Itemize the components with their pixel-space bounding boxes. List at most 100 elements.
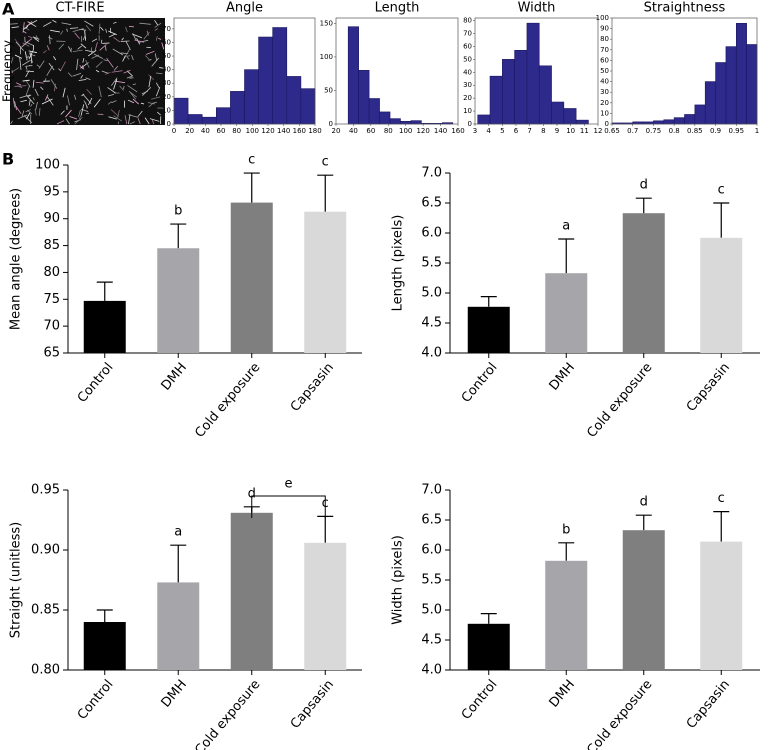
y-tick-label: 4.5 (421, 316, 442, 331)
significance-label: c (322, 155, 329, 170)
fiber (161, 42, 165, 50)
fiber (80, 74, 84, 79)
fiber (124, 115, 128, 125)
y-tick-label: 40 (162, 66, 171, 74)
fiber (120, 40, 130, 42)
fiber (80, 43, 87, 49)
fiber (93, 53, 104, 60)
fiber (22, 38, 33, 46)
histogram-bar (489, 75, 503, 125)
fiber (25, 70, 34, 73)
fiber (46, 95, 54, 106)
fiber (26, 95, 35, 105)
fiber (59, 61, 66, 72)
fiber (148, 103, 154, 108)
fiber (60, 110, 65, 115)
y-tick-label: 150 (320, 19, 333, 27)
fiber (40, 86, 44, 90)
bar (157, 582, 200, 670)
fiber (151, 96, 161, 100)
x-tick-label: 0.8 (669, 127, 680, 135)
fiber (143, 31, 150, 40)
fiber (74, 116, 83, 125)
histogram-bar (187, 114, 203, 125)
fiber (148, 75, 152, 88)
fiber (155, 82, 160, 89)
fiber (134, 39, 145, 43)
fiber (67, 95, 70, 106)
fiber (24, 41, 34, 46)
fiber (52, 19, 57, 23)
y-tick-label: 80 (463, 17, 472, 25)
x-tick-label: 3 (473, 127, 477, 135)
x-tick-label: 60 (366, 127, 375, 135)
y-tick-label: 20 (463, 94, 472, 102)
fiber (125, 26, 128, 33)
fiber (121, 37, 124, 41)
y-axis-label: Frequency (1, 40, 15, 102)
histogram-bar (575, 119, 589, 125)
error-bar (317, 515, 334, 543)
fiber (148, 59, 152, 61)
y-tick-label: 6.5 (421, 513, 442, 528)
fiber (46, 65, 54, 76)
fiber (123, 69, 131, 74)
y-tick-label: 70 (43, 319, 60, 334)
fiber (15, 41, 24, 51)
fiber (48, 62, 55, 71)
fiber (113, 37, 121, 43)
fiber (114, 80, 126, 84)
fiber (68, 46, 72, 53)
y-tick-label: 40 (463, 68, 472, 76)
bar (622, 530, 665, 670)
fiber (66, 28, 68, 32)
y-tick-label: 5.5 (421, 573, 442, 588)
x-tick-label: Cold exposure (584, 677, 655, 750)
fiber (65, 109, 72, 118)
fiber (35, 35, 39, 40)
significance-label: c (718, 491, 725, 506)
histogram-bar (715, 62, 727, 125)
fiber (44, 94, 49, 101)
error-bar (480, 613, 497, 624)
fiber (111, 77, 118, 86)
bar (545, 560, 588, 670)
significance-label: a (174, 525, 182, 540)
x-tick-label: Capsasin (684, 360, 733, 415)
x-tick-label: Control (459, 677, 501, 723)
x-tick-label: DMH (547, 677, 578, 710)
x-tick-label: Cold exposure (584, 360, 655, 441)
y-tick-label: 4.5 (421, 633, 442, 648)
fiber (138, 39, 149, 43)
fiber (99, 44, 107, 51)
fiber (74, 94, 77, 100)
fiber (132, 33, 137, 40)
fiber (53, 56, 57, 61)
fiber (79, 64, 84, 70)
x-tick-label: 12 (594, 127, 603, 135)
fiber (36, 64, 40, 68)
fiber (58, 43, 65, 50)
y-tick-label: 90 (43, 211, 60, 226)
fiber (72, 28, 84, 33)
histogram-bar (663, 119, 675, 125)
fiber (28, 99, 31, 106)
y-tick-label: 70 (600, 46, 609, 54)
histogram-bar (673, 117, 685, 125)
y-tick-label: 0.95 (31, 483, 60, 498)
fiber (82, 65, 85, 70)
fiber (128, 114, 139, 118)
fiber (113, 79, 118, 90)
x-tick-label: Control (459, 360, 501, 406)
fiber (84, 20, 94, 27)
fiber (38, 108, 41, 116)
y-tick-label: 20 (162, 93, 171, 101)
histogram-bar (379, 111, 391, 125)
fiber (17, 85, 23, 88)
fiber (155, 36, 158, 41)
x-tick-label: 120 (261, 127, 274, 135)
fiber (113, 21, 117, 24)
bar (700, 237, 743, 353)
y-tick-label: 70 (162, 25, 171, 33)
x-tick-label: Cold exposure (192, 677, 263, 750)
